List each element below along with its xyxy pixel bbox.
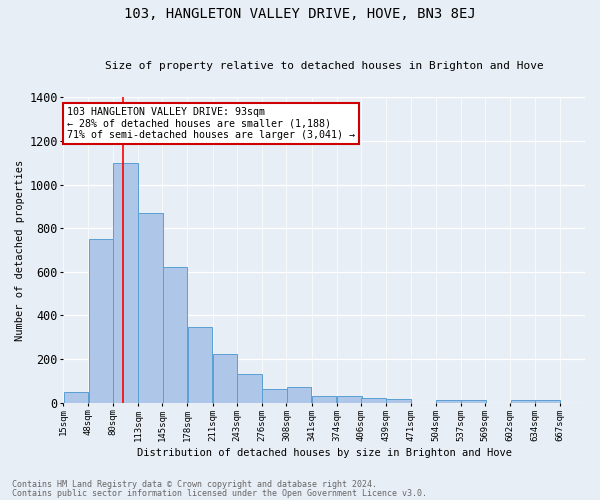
Bar — [89, 239, 113, 403]
Text: 103 HANGLETON VALLEY DRIVE: 93sqm
← 28% of detached houses are smaller (1,188)
7: 103 HANGLETON VALLEY DRIVE: 93sqm ← 28% … — [67, 107, 355, 140]
Text: 103, HANGLETON VALLEY DRIVE, HOVE, BN3 8EJ: 103, HANGLETON VALLEY DRIVE, HOVE, BN3 8… — [124, 8, 476, 22]
Bar — [511, 400, 535, 403]
Bar — [312, 396, 337, 403]
Bar — [213, 354, 238, 403]
Bar — [262, 388, 287, 403]
Bar — [461, 400, 485, 403]
Bar — [113, 162, 137, 403]
Bar — [436, 400, 461, 403]
Bar — [287, 388, 311, 403]
Text: Contains public sector information licensed under the Open Government Licence v3: Contains public sector information licen… — [12, 488, 427, 498]
Bar — [237, 374, 262, 403]
Bar — [535, 400, 560, 403]
Bar — [337, 396, 362, 403]
Bar — [138, 213, 163, 403]
Bar — [361, 398, 386, 403]
Bar — [64, 392, 88, 403]
Y-axis label: Number of detached properties: Number of detached properties — [15, 160, 25, 340]
Bar — [163, 268, 187, 403]
Bar — [188, 328, 212, 403]
Bar — [386, 399, 411, 403]
Text: Contains HM Land Registry data © Crown copyright and database right 2024.: Contains HM Land Registry data © Crown c… — [12, 480, 377, 489]
X-axis label: Distribution of detached houses by size in Brighton and Hove: Distribution of detached houses by size … — [137, 448, 512, 458]
Title: Size of property relative to detached houses in Brighton and Hove: Size of property relative to detached ho… — [105, 62, 544, 72]
